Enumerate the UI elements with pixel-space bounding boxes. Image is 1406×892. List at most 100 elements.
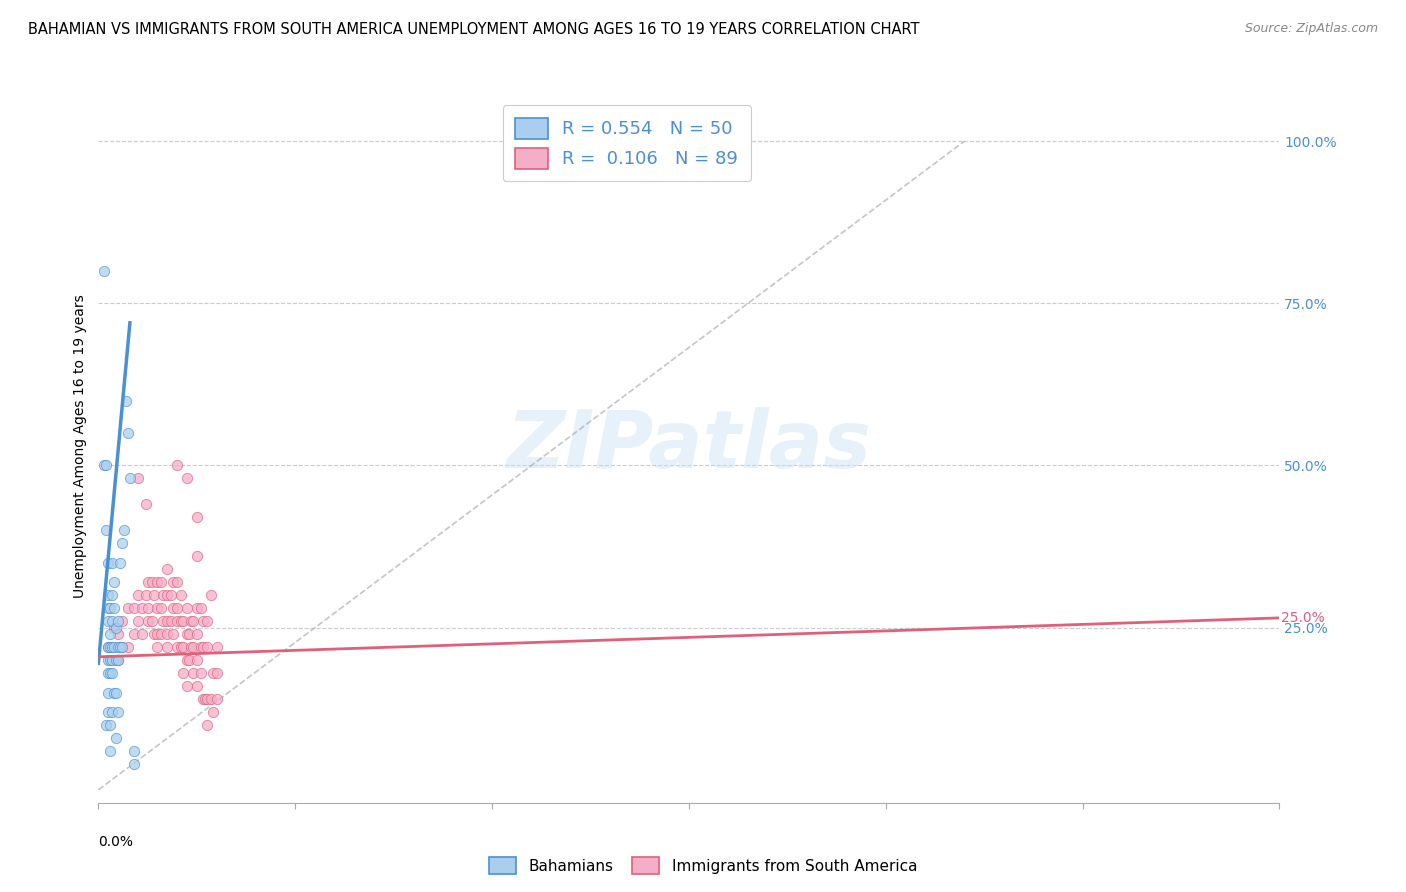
- Point: [150, 575, 173, 590]
- Point: [97, 640, 120, 654]
- Point: [127, 614, 149, 628]
- Point: [186, 510, 208, 524]
- Point: [97, 556, 120, 570]
- Point: [176, 679, 198, 693]
- Point: [108, 556, 131, 570]
- Point: [176, 471, 198, 485]
- Point: [170, 588, 193, 602]
- Point: [96, 524, 118, 538]
- Text: 25.0%: 25.0%: [1281, 611, 1326, 625]
- Point: [101, 705, 124, 719]
- Point: [97, 614, 120, 628]
- Point: [162, 601, 184, 615]
- Point: [166, 601, 188, 615]
- Point: [172, 640, 194, 654]
- Point: [122, 756, 145, 771]
- Point: [98, 627, 121, 641]
- Point: [103, 621, 125, 635]
- Point: [98, 653, 121, 667]
- Point: [93, 264, 115, 278]
- Point: [97, 653, 120, 667]
- Point: [107, 705, 129, 719]
- Point: [136, 575, 159, 590]
- Point: [156, 627, 179, 641]
- Point: [156, 588, 179, 602]
- Point: [98, 666, 121, 681]
- Point: [176, 627, 198, 641]
- Point: [97, 640, 120, 654]
- Legend: Bahamians, Immigrants from South America: Bahamians, Immigrants from South America: [482, 851, 924, 880]
- Point: [103, 640, 125, 654]
- Point: [103, 601, 125, 615]
- Point: [152, 588, 174, 602]
- Point: [200, 692, 222, 706]
- Legend: R = 0.554   N = 50, R =  0.106   N = 89: R = 0.554 N = 50, R = 0.106 N = 89: [503, 105, 751, 181]
- Point: [190, 640, 212, 654]
- Point: [108, 640, 131, 654]
- Point: [160, 588, 183, 602]
- Point: [127, 588, 149, 602]
- Point: [93, 458, 115, 473]
- Point: [180, 614, 202, 628]
- Point: [105, 653, 128, 667]
- Point: [97, 588, 120, 602]
- Point: [101, 653, 124, 667]
- Point: [103, 575, 125, 590]
- Point: [127, 471, 149, 485]
- Point: [170, 614, 193, 628]
- Text: Source: ZipAtlas.com: Source: ZipAtlas.com: [1244, 22, 1378, 36]
- Point: [142, 588, 165, 602]
- Point: [122, 744, 145, 758]
- Point: [107, 614, 129, 628]
- Point: [191, 692, 214, 706]
- Point: [205, 640, 228, 654]
- Point: [112, 524, 135, 538]
- Point: [172, 614, 194, 628]
- Point: [190, 666, 212, 681]
- Point: [103, 685, 125, 699]
- Point: [135, 588, 157, 602]
- Point: [97, 685, 120, 699]
- Point: [111, 614, 134, 628]
- Point: [97, 705, 120, 719]
- Point: [107, 627, 129, 641]
- Point: [98, 718, 121, 732]
- Point: [105, 621, 128, 635]
- Point: [156, 562, 179, 576]
- Point: [146, 627, 169, 641]
- Point: [201, 705, 224, 719]
- Point: [186, 549, 208, 564]
- Point: [200, 588, 222, 602]
- Point: [172, 666, 194, 681]
- Text: BAHAMIAN VS IMMIGRANTS FROM SOUTH AMERICA UNEMPLOYMENT AMONG AGES 16 TO 19 YEARS: BAHAMIAN VS IMMIGRANTS FROM SOUTH AMERIC…: [28, 22, 920, 37]
- Point: [101, 588, 124, 602]
- Point: [105, 685, 128, 699]
- Point: [176, 653, 198, 667]
- Point: [181, 640, 204, 654]
- Point: [166, 575, 188, 590]
- Point: [115, 393, 138, 408]
- Point: [177, 627, 200, 641]
- Point: [98, 744, 121, 758]
- Point: [105, 731, 128, 745]
- Point: [122, 601, 145, 615]
- Point: [186, 601, 208, 615]
- Point: [146, 640, 169, 654]
- Point: [96, 718, 118, 732]
- Point: [156, 614, 179, 628]
- Point: [166, 640, 188, 654]
- Point: [131, 627, 153, 641]
- Point: [146, 575, 169, 590]
- Point: [141, 614, 163, 628]
- Point: [111, 640, 134, 654]
- Point: [186, 627, 208, 641]
- Y-axis label: Unemployment Among Ages 16 to 19 years: Unemployment Among Ages 16 to 19 years: [73, 294, 87, 598]
- Text: ZIPatlas: ZIPatlas: [506, 407, 872, 485]
- Point: [162, 575, 184, 590]
- Point: [195, 692, 218, 706]
- Point: [111, 640, 134, 654]
- Point: [98, 601, 121, 615]
- Text: 0.0%: 0.0%: [98, 835, 134, 849]
- Point: [136, 614, 159, 628]
- Point: [117, 425, 139, 440]
